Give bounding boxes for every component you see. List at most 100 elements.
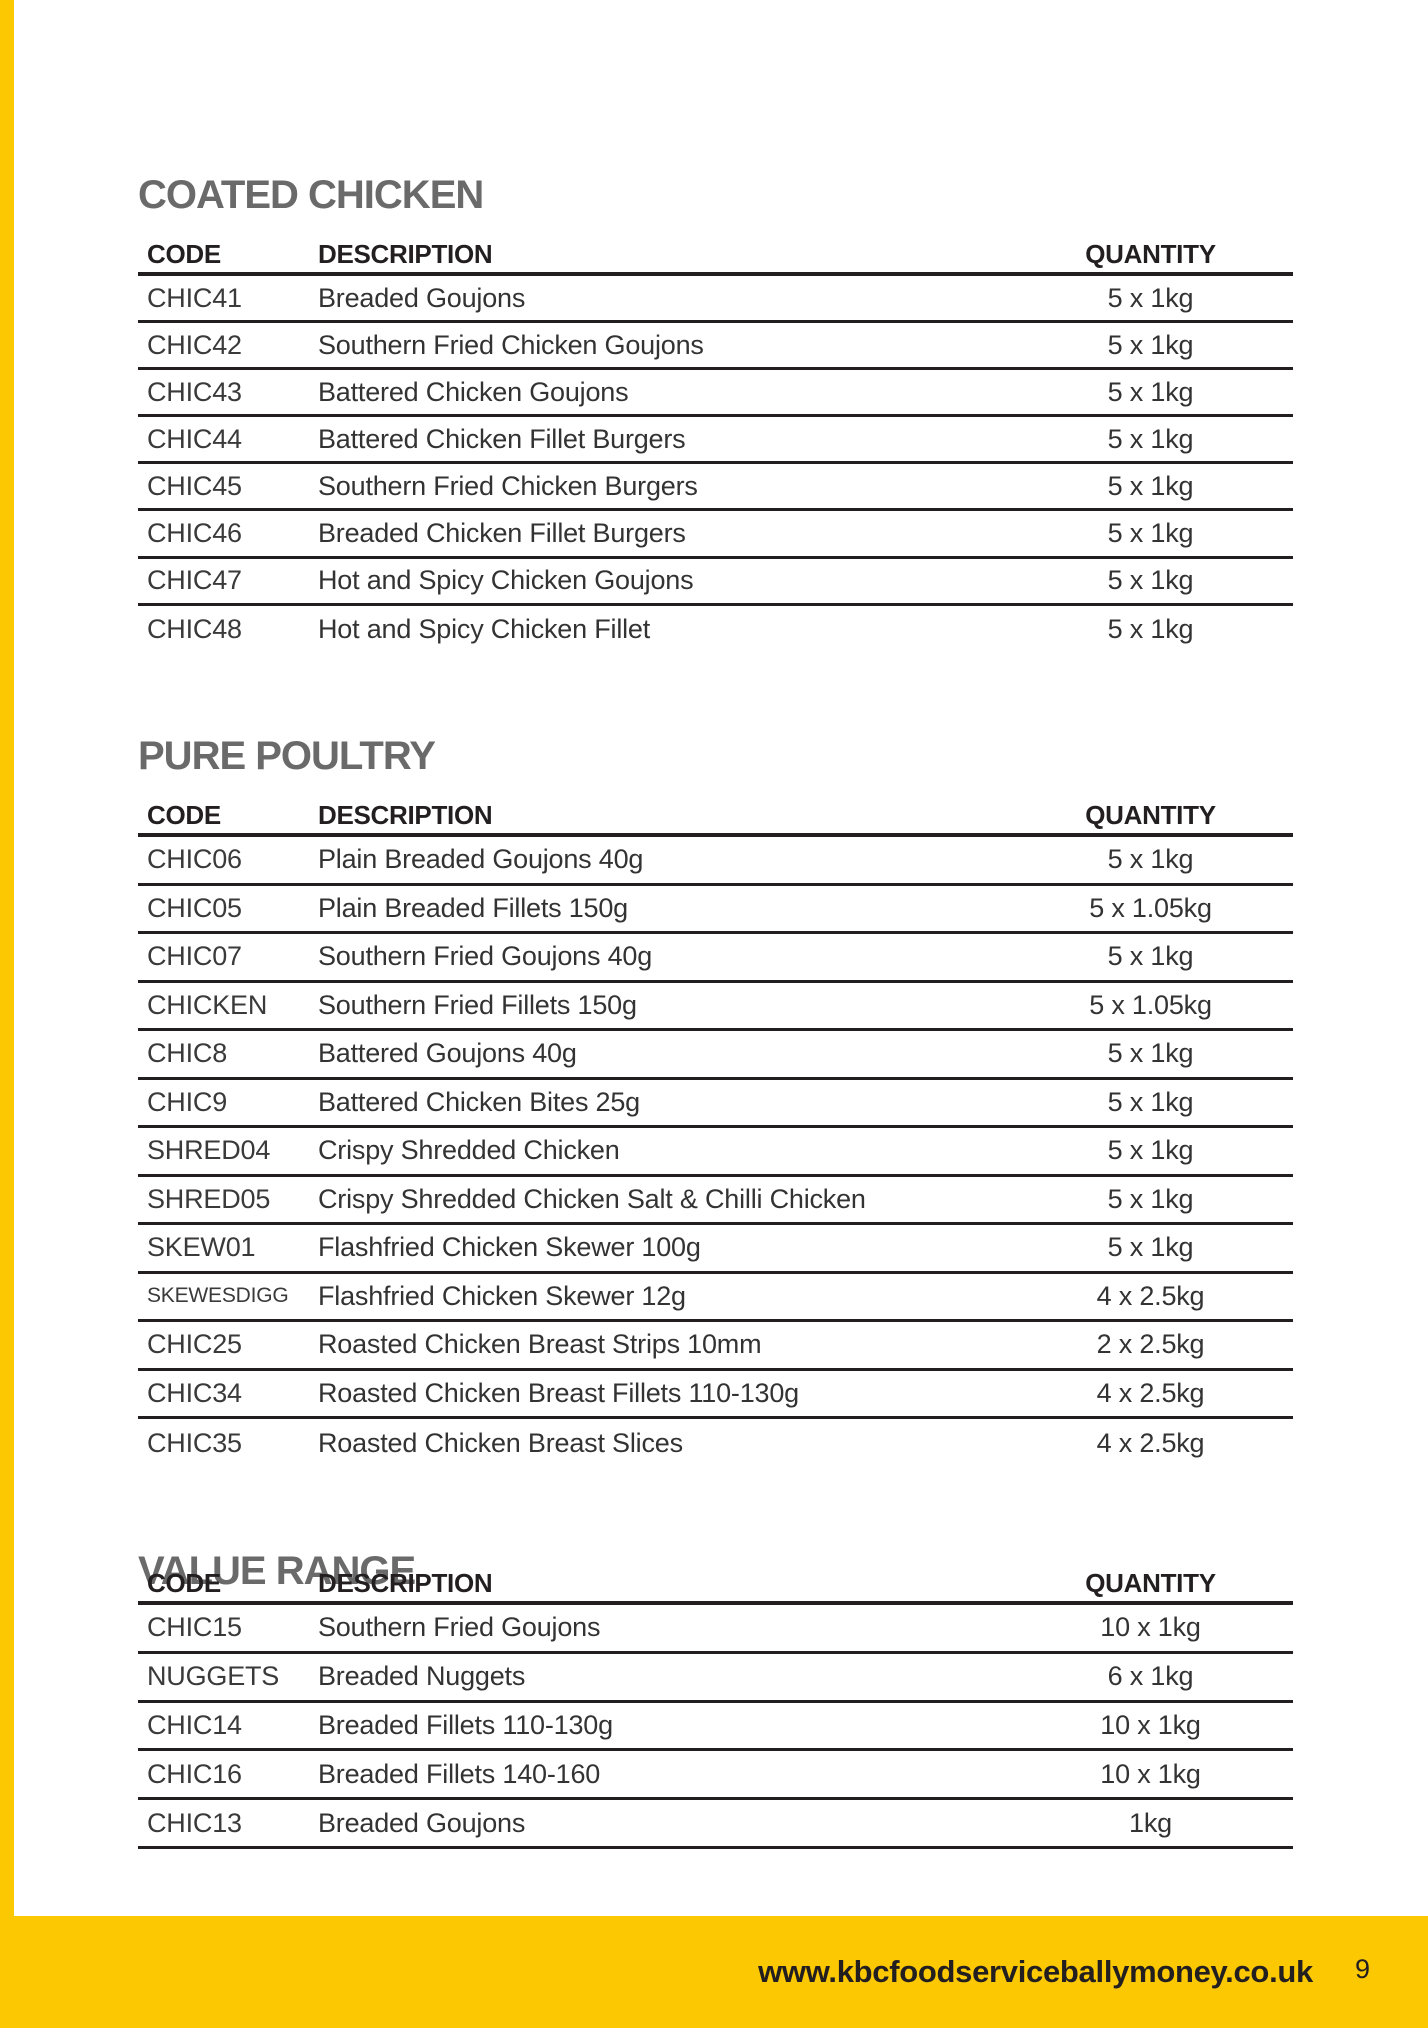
column-header-code: CODE (147, 1567, 221, 1598)
table-row: CHIC44 Battered Chicken Fillet Burgers 5… (138, 417, 1293, 465)
row-quantity: 1kg (1129, 1807, 1172, 1838)
coated-chicken-table: CODE DESCRIPTION QUANTITY CHIC41 Breaded… (138, 236, 1293, 653)
table-body: CHIC15 Southern Fried Goujons 10 x 1kg N… (138, 1605, 1293, 1849)
pure-poultry-table: CODE DESCRIPTION QUANTITY CHIC06 Plain B… (138, 797, 1293, 1468)
row-quantity: 5 x 1kg (1107, 329, 1194, 360)
row-description: Roasted Chicken Breast Slices (318, 1427, 683, 1458)
table-row: SKEW01 Flashfried Chicken Skewer 100g 5 … (138, 1225, 1293, 1274)
column-header-code: CODE (147, 238, 221, 269)
row-description: Flashfried Chicken Skewer 12g (318, 1280, 686, 1311)
page-number: 9 (1354, 1954, 1370, 1984)
row-quantity: 5 x 1kg (1107, 941, 1194, 972)
table-row: CHIC48 Hot and Spicy Chicken Fillet 5 x … (138, 606, 1293, 653)
row-description: Breaded Nuggets (318, 1661, 526, 1692)
row-quantity: 6 x 1kg (1107, 1661, 1194, 1692)
row-code: CHIC07 (147, 941, 242, 972)
row-code: CHIC8 (147, 1038, 228, 1069)
table-row: CHIC46 Breaded Chicken Fillet Burgers 5 … (138, 511, 1293, 559)
table-row: CHIC35 Roasted Chicken Breast Slices 4 x… (138, 1419, 1293, 1468)
row-description: Plain Breaded Fillets 150g (318, 892, 628, 923)
row-description: Breaded Goujons (318, 1807, 526, 1838)
row-quantity: 10 x 1kg (1100, 1758, 1201, 1789)
row-description: Crispy Shredded Chicken (318, 1135, 620, 1166)
row-code: CHIC13 (147, 1807, 242, 1838)
row-code: NUGGETS (147, 1661, 280, 1692)
table-body: CHIC06 Plain Breaded Goujons 40g 5 x 1kg… (138, 837, 1293, 1468)
row-description: Hot and Spicy Chicken Fillet (318, 613, 651, 644)
footer-bar: www.kbcfoodserviceballymoney.co.uk 9 (0, 1916, 1428, 2028)
row-quantity: 5 x 1kg (1107, 565, 1194, 596)
row-description: Battered Chicken Goujons (318, 376, 629, 407)
row-code: CHIC46 (147, 518, 242, 549)
table-row: CHIC9 Battered Chicken Bites 25g 5 x 1kg (138, 1080, 1293, 1128)
row-code: CHIC06 (147, 844, 242, 875)
table-row: CHIC45 Southern Fried Chicken Burgers 5 … (138, 464, 1293, 512)
table-row: CHIC16 Breaded Fillets 140-160 10 x 1kg (138, 1751, 1293, 1801)
row-code: CHIC25 (147, 1329, 242, 1360)
column-header-description: DESCRIPTION (318, 799, 493, 830)
table-row: CHIC41 Breaded Goujons 5 x 1kg (138, 276, 1293, 324)
table-row: CHICKEN Southern Fried Fillets 150g 5 x … (138, 983, 1293, 1031)
row-quantity: 5 x 1kg (1107, 423, 1194, 454)
row-description: Breaded Goujons (318, 282, 526, 313)
row-code: SHRED05 (147, 1183, 271, 1214)
row-quantity: 5 x 1kg (1107, 518, 1194, 549)
table-row: SHRED04 Crispy Shredded Chicken 5 x 1kg (138, 1128, 1293, 1177)
row-description: Roasted Chicken Breast Fillets 110-130g (318, 1377, 799, 1408)
footer-website-link[interactable]: www.kbcfoodserviceballymoney.co.uk (758, 1954, 1313, 1989)
table-row: NUGGETS Breaded Nuggets 6 x 1kg (138, 1654, 1293, 1703)
row-quantity: 4 x 2.5kg (1096, 1377, 1205, 1408)
row-description: Plain Breaded Goujons 40g (318, 844, 644, 875)
table-row: CHIC13 Breaded Goujons 1kg (138, 1800, 1293, 1849)
row-code: SKEWESDIGG (147, 1284, 289, 1308)
row-code: CHIC16 (147, 1758, 242, 1789)
row-code: CHIC34 (147, 1377, 242, 1408)
row-code: CHIC43 (147, 376, 242, 407)
column-header-description: DESCRIPTION (318, 1567, 493, 1598)
row-quantity: 5 x 1kg (1107, 844, 1194, 875)
row-quantity: 2 x 2.5kg (1096, 1329, 1205, 1360)
table-row: CHIC14 Breaded Fillets 110-130g 10 x 1kg (138, 1703, 1293, 1752)
column-header-quantity: QUANTITY (1085, 799, 1216, 830)
column-header-quantity: QUANTITY (1085, 1567, 1216, 1598)
row-quantity: 5 x 1.05kg (1089, 892, 1212, 923)
column-header-code: CODE (147, 799, 221, 830)
row-quantity: 5 x 1kg (1107, 470, 1194, 501)
row-description: Battered Goujons 40g (318, 1038, 577, 1069)
row-quantity: 5 x 1kg (1107, 1038, 1194, 1069)
row-code: CHICKEN (147, 989, 268, 1020)
row-code: CHIC42 (147, 329, 242, 360)
row-code: CHIC9 (147, 1086, 228, 1117)
row-code: CHIC14 (147, 1709, 242, 1740)
column-header-description: DESCRIPTION (318, 238, 493, 269)
row-description: Breaded Fillets 140-160 (318, 1758, 601, 1789)
row-description: Breaded Fillets 110-130g (318, 1709, 613, 1740)
row-code: SKEW01 (147, 1232, 256, 1263)
row-description: Southern Fried Chicken Goujons (318, 329, 704, 360)
row-description: Flashfried Chicken Skewer 100g (318, 1232, 701, 1263)
table-row: CHIC07 Southern Fried Goujons 40g 5 x 1k… (138, 934, 1293, 983)
row-description: Battered Chicken Bites 25g (318, 1086, 640, 1117)
table-header-row: CODE DESCRIPTION QUANTITY (138, 797, 1293, 837)
table-header-row: CODE DESCRIPTION QUANTITY (138, 1565, 1293, 1605)
table-row: CHIC43 Battered Chicken Goujons 5 x 1kg (138, 370, 1293, 418)
table-row: CHIC05 Plain Breaded Fillets 150g 5 x 1.… (138, 886, 1293, 934)
row-quantity: 5 x 1kg (1107, 613, 1194, 644)
left-accent-stripe (0, 0, 14, 2028)
row-code: CHIC15 (147, 1612, 242, 1643)
row-code: CHIC41 (147, 282, 242, 313)
row-quantity: 5 x 1kg (1107, 282, 1194, 313)
table-body: CHIC41 Breaded Goujons 5 x 1kg CHIC42 So… (138, 276, 1293, 653)
value-range-table: CODE DESCRIPTION QUANTITY CHIC15 Souther… (138, 1565, 1293, 1849)
row-description: Battered Chicken Fillet Burgers (318, 423, 686, 454)
table-row: CHIC34 Roasted Chicken Breast Fillets 11… (138, 1371, 1293, 1419)
table-row: CHIC47 Hot and Spicy Chicken Goujons 5 x… (138, 559, 1293, 606)
table-row: SKEWESDIGG Flashfried Chicken Skewer 12g… (138, 1274, 1293, 1322)
row-description: Southern Fried Goujons 40g (318, 941, 653, 972)
row-quantity: 4 x 2.5kg (1096, 1280, 1205, 1311)
row-quantity: 5 x 1kg (1107, 1232, 1194, 1263)
table-row: CHIC8 Battered Goujons 40g 5 x 1kg (138, 1031, 1293, 1080)
row-quantity: 10 x 1kg (1100, 1709, 1201, 1740)
row-quantity: 5 x 1kg (1107, 376, 1194, 407)
